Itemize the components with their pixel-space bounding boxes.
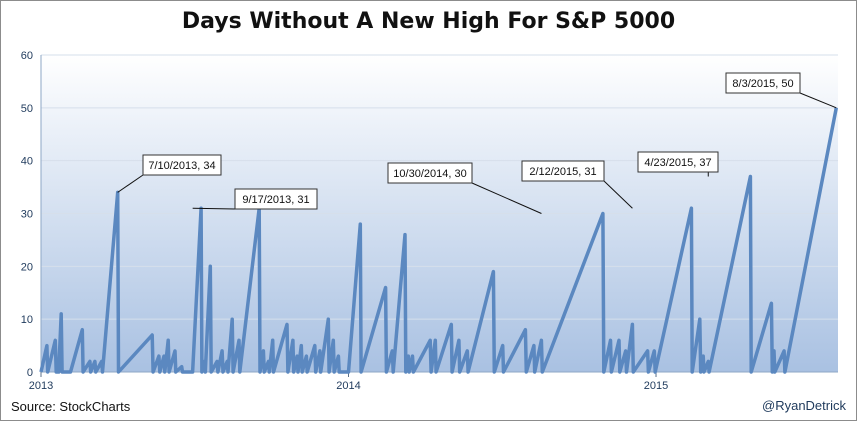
annotation-box	[725, 72, 801, 94]
y-tick-label: 60	[21, 50, 33, 62]
annotation-box	[521, 160, 605, 182]
y-tick-label: 0	[27, 367, 33, 379]
credit-label: @RyanDetrick	[762, 398, 846, 413]
annotation-label: 8/3/2015, 50	[732, 78, 793, 90]
annotation-leader	[799, 92, 837, 109]
annotation-box	[637, 151, 719, 173]
annotation-label: 9/17/2013, 31	[242, 194, 309, 206]
annotations: 7/10/2013, 34 9/17/2013, 31 10/30/2014, 30…	[117, 72, 837, 214]
annotation-label: 7/10/2013, 34	[148, 160, 215, 172]
x-tick-label: 2015	[644, 380, 668, 392]
y-tick-label: 30	[21, 209, 33, 221]
x-axis: 2013 2014 2015	[29, 371, 838, 392]
annotation-label: 10/30/2014, 30	[393, 168, 466, 180]
annotation-label: 2/12/2015, 31	[529, 166, 596, 178]
annotation-box	[142, 154, 222, 176]
annotation-leader	[192, 207, 236, 210]
source-label: Source: StockCharts	[11, 399, 131, 414]
y-tick-label: 50	[21, 103, 33, 115]
x-tick-label: 2014	[336, 380, 360, 392]
y-axis: 0 10 20 30 40 50 60	[21, 50, 42, 379]
annotation-leader	[603, 180, 633, 209]
x-tick-label: 2013	[29, 380, 53, 392]
annotation-leader	[117, 174, 144, 193]
series-group	[39, 107, 839, 374]
annotation-box	[387, 162, 473, 184]
y-tick-label: 10	[21, 314, 33, 326]
y-tick-label: 40	[21, 156, 33, 168]
annotation-leader	[471, 182, 542, 214]
annotation-box	[234, 188, 318, 210]
chart-title: Days Without A New High For S&P 5000	[181, 9, 676, 34]
series-line	[39, 107, 839, 374]
y-tick-label: 20	[21, 261, 33, 273]
annotation-label: 4/23/2015, 37	[644, 157, 711, 169]
